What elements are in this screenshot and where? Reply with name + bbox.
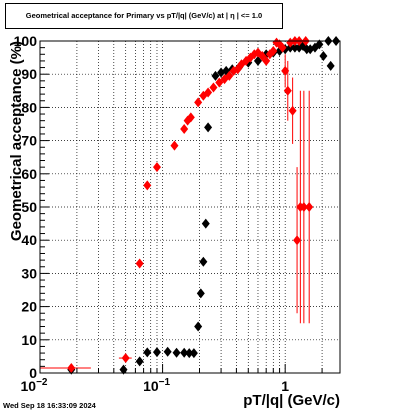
data-point xyxy=(121,353,130,364)
x-tick-label: 10−1 xyxy=(143,377,170,394)
grid-lines xyxy=(40,41,340,373)
chart-title-box: Geometrical acceptance for Primary vs pT… xyxy=(5,3,283,29)
data-point xyxy=(180,123,189,134)
data-point xyxy=(194,321,203,332)
data-point xyxy=(293,235,302,246)
y-tick-label: 40 xyxy=(21,232,37,248)
data-point xyxy=(281,65,290,76)
data-point xyxy=(143,347,152,358)
data-point xyxy=(152,347,161,358)
data-point xyxy=(299,202,308,212)
data-point xyxy=(305,202,314,212)
y-tick-label: 0 xyxy=(29,365,37,381)
data-point xyxy=(204,122,213,133)
data-point xyxy=(262,55,271,66)
data-point xyxy=(209,82,218,93)
data-point xyxy=(194,97,203,108)
data-point xyxy=(143,180,152,191)
data-point xyxy=(253,55,262,66)
data-point xyxy=(288,105,297,116)
y-axis-label: Geometrical acceptance (%) xyxy=(8,41,25,241)
data-point xyxy=(152,162,161,173)
data-point xyxy=(180,347,189,358)
data-point xyxy=(278,42,287,53)
data-point xyxy=(319,50,328,61)
x-axis-label: pT/|q| (GeV/c) xyxy=(243,392,340,409)
y-tick-label: 70 xyxy=(21,133,37,149)
y-tick-label: 80 xyxy=(21,99,37,115)
x-tick-exponent: −2 xyxy=(36,377,48,388)
data-point xyxy=(225,70,234,81)
timestamp: Wed Sep 18 16:33:09 2024 xyxy=(3,401,96,410)
data-point xyxy=(186,112,195,123)
data-point xyxy=(315,39,324,50)
data-point xyxy=(189,348,198,359)
data-point xyxy=(283,85,292,96)
data-point xyxy=(172,347,181,358)
axis-ticks xyxy=(39,40,323,374)
tick-labels: 0 10 20 30 40 50 60 70 80 90 100 10−2 10−1 1 xyxy=(14,33,290,394)
y-tick-label: 50 xyxy=(21,199,37,215)
y-tick-label: 60 xyxy=(21,166,37,182)
y-tick-label: 10 xyxy=(21,332,37,348)
y-tick-label: 30 xyxy=(21,265,37,281)
y-tick-label: 20 xyxy=(21,299,37,315)
data-point xyxy=(170,140,179,151)
x-tick-label: 10−2 xyxy=(21,377,48,394)
data-point xyxy=(185,348,194,359)
y-tick-label: 100 xyxy=(14,33,38,49)
data-point xyxy=(269,45,278,56)
data-point xyxy=(199,256,208,267)
data-point xyxy=(67,363,76,374)
data-point xyxy=(326,60,335,71)
data-point xyxy=(163,346,172,357)
data-point xyxy=(196,288,205,299)
x-tick-label: 1 xyxy=(281,378,289,394)
data-point xyxy=(135,258,144,269)
chart-title: Geometrical acceptance for Primary vs pT… xyxy=(25,11,263,20)
data-point xyxy=(211,70,220,81)
y-tick-label: 90 xyxy=(21,66,37,82)
data-point xyxy=(204,87,213,98)
data-point xyxy=(201,218,210,229)
x-tick-exponent: −1 xyxy=(159,377,171,388)
data-point xyxy=(290,42,299,53)
data-point xyxy=(135,356,144,367)
data-points xyxy=(67,36,341,375)
error-bars xyxy=(40,54,310,369)
